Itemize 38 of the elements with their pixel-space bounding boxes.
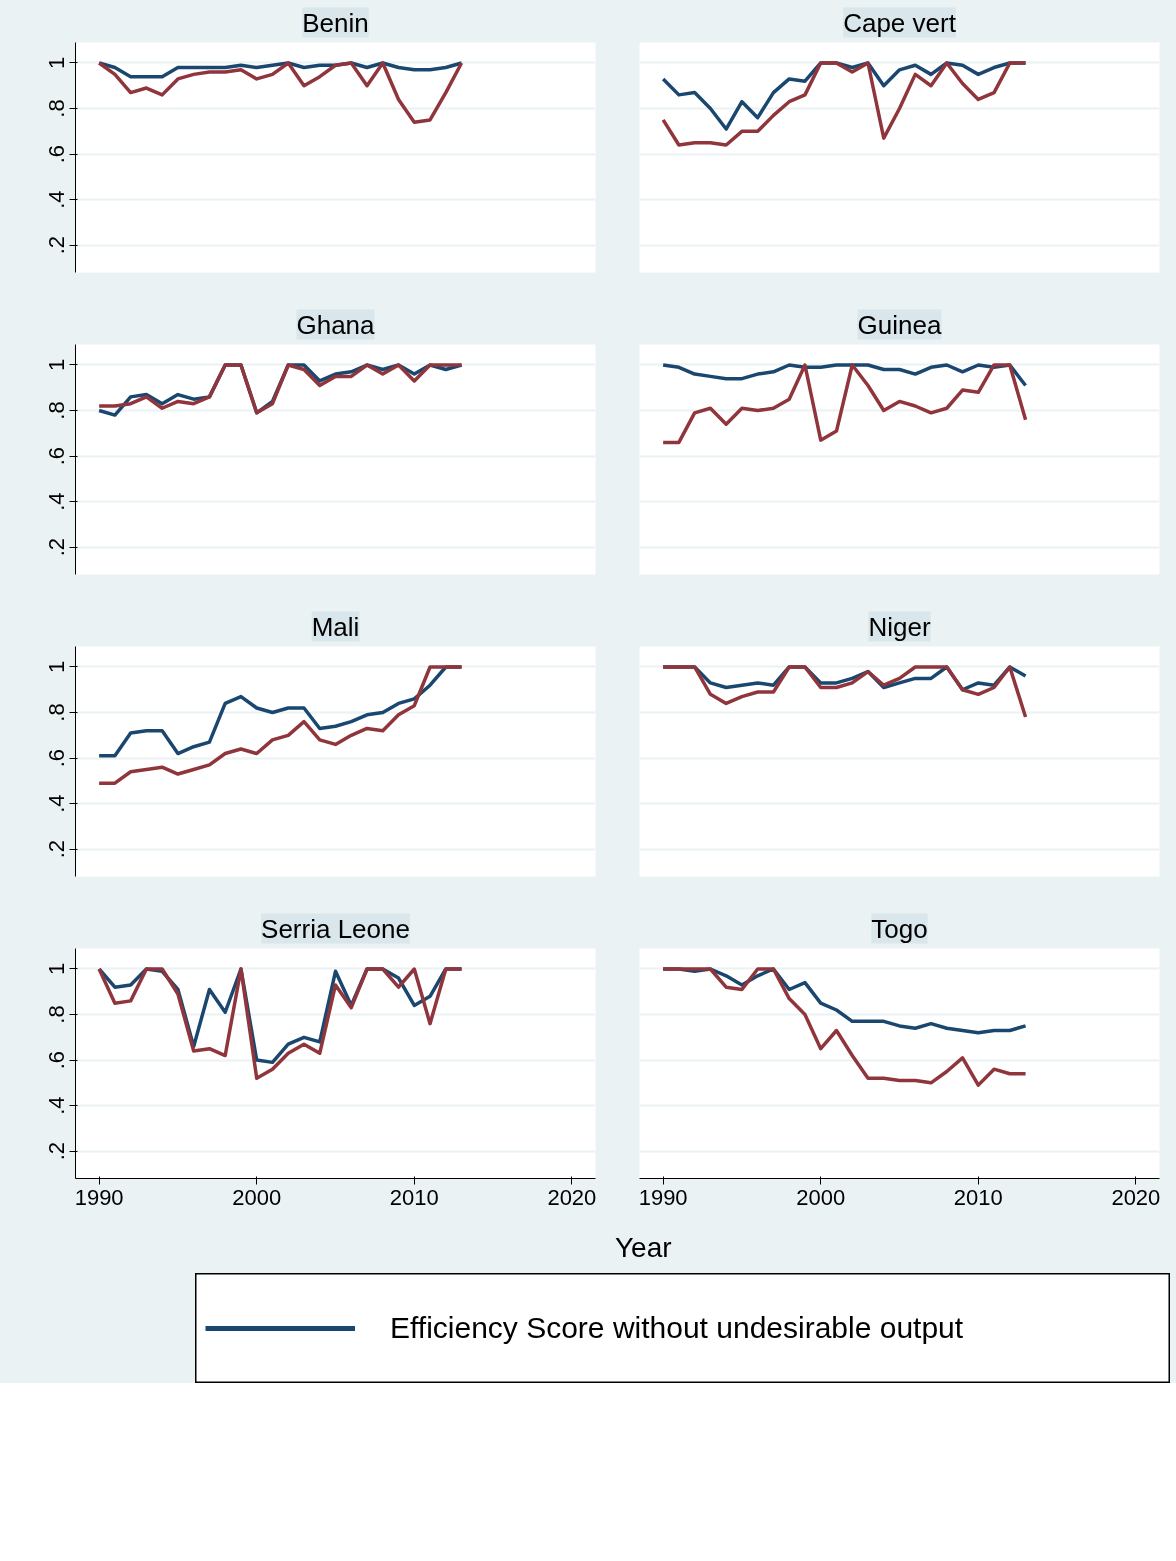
y-tick-label: .8 [44,401,70,420]
x-tick-label: 2010 [389,1184,439,1210]
x-tick-label: 2010 [953,1184,1003,1210]
y-tick-label: .2 [44,235,70,255]
x-tick-label: 1990 [638,1184,688,1210]
chart-title: Mali [311,611,360,642]
y-tick-label: .6 [44,446,70,466]
x-tick-label: 2000 [232,1184,282,1210]
x-tick-label: 2020 [1111,1184,1161,1210]
chart-title: Ghana [296,309,376,340]
y-tick-label: 1 [44,660,70,674]
x-tick-label: 2000 [796,1184,846,1210]
chart-title: Guinea [857,309,942,340]
y-tick-label: .8 [44,99,70,118]
y-tick-label: 1 [44,358,70,372]
chart-title: Serria Leone [261,913,410,944]
y-tick-label: .2 [44,1141,70,1161]
y-tick-label: .2 [44,537,70,557]
y-tick-label: .2 [44,839,70,859]
y-tick-label: .4 [44,794,70,813]
chart-title: Niger [868,611,931,642]
y-tick-label: .4 [44,492,70,511]
x-tick-label: 2020 [547,1184,597,1210]
y-tick-label: .6 [44,748,70,768]
x-axis-title: Year [615,1231,672,1265]
x-tick-label: 1990 [74,1184,124,1210]
y-tick-label: .8 [44,1005,70,1024]
y-tick-label: .4 [44,1096,70,1115]
y-tick-label: .4 [44,190,70,209]
chart-title: Cape vert [843,7,957,38]
y-tick-label: 1 [44,56,70,70]
chart-title: Benin [302,7,369,38]
chart-title: Togo [871,913,928,944]
y-tick-label: .6 [44,1050,70,1070]
legend-label: Efficiency Score without undesirable output [390,1311,964,1345]
y-tick-label: .8 [44,703,70,722]
y-tick-label: 1 [44,962,70,976]
y-tick-label: .6 [44,144,70,164]
